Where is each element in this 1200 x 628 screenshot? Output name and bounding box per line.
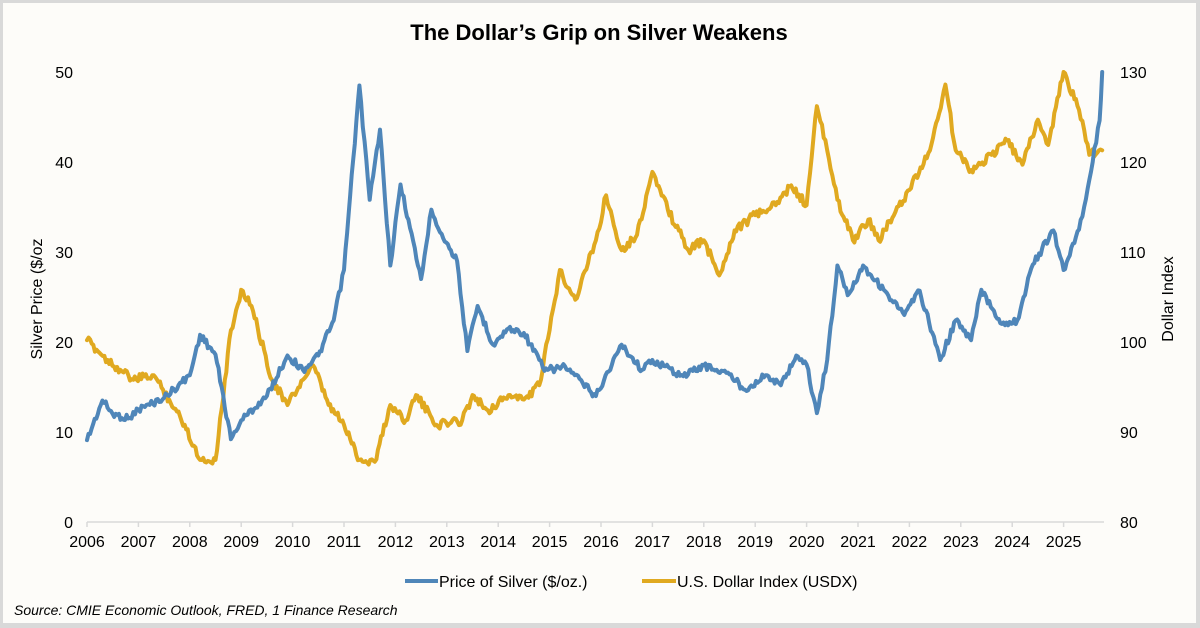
x-tick-label: 2016 [583, 534, 619, 551]
y-tick-label: 10 [55, 425, 73, 442]
x-tick-label: 2010 [275, 534, 311, 551]
x-tick-label: 2019 [737, 534, 773, 551]
x-tick-label: 2015 [532, 534, 568, 551]
x-tick-label: 2007 [121, 534, 157, 551]
line-chart: The Dollar’s Grip on Silver Weakens 2006… [14, 20, 1177, 618]
source-note: Source: CMIE Economic Outlook, FRED, 1 F… [14, 602, 398, 618]
x-tick-label: 2011 [327, 534, 362, 551]
x-tick-label: 2023 [943, 534, 979, 551]
x-axis: 2006 2007 2008 2009 2010 2011 2012 2013 2014 2015… [69, 521, 1104, 551]
x-tick-label: 2014 [480, 534, 516, 551]
x-tick-label: 2020 [789, 534, 825, 551]
x-tick-label: 2013 [429, 534, 465, 551]
x-tick-label: 2021 [840, 534, 876, 551]
y2-tick-label: 90 [1120, 425, 1138, 442]
x-tick-label: 2017 [635, 534, 671, 551]
chart-title: The Dollar’s Grip on Silver Weakens [410, 20, 787, 45]
y-tick-label: 0 [64, 515, 73, 532]
legend: Price of Silver ($/oz.) U.S. Dollar Inde… [405, 574, 858, 591]
series-line-dollar-index [85, 70, 1105, 467]
y2-tick-label: 100 [1120, 335, 1147, 352]
y2-tick-label: 80 [1120, 515, 1138, 532]
y-tick-label: 30 [55, 245, 73, 262]
y2-tick-label: 110 [1120, 245, 1146, 262]
y2-tick-label: 130 [1120, 65, 1147, 82]
x-tick-label: 2018 [686, 534, 722, 551]
legend-label-silver: Price of Silver ($/oz.) [439, 574, 587, 591]
y2-axis-label: Dollar Index [1160, 256, 1177, 341]
y-axis-right: 80 90 100 110 120 130 [1120, 65, 1147, 532]
y-tick-label: 20 [55, 335, 73, 352]
x-tick-label: 2025 [1046, 534, 1082, 551]
chart-frame: The Dollar’s Grip on Silver Weakens 2006… [3, 3, 1196, 623]
x-tick-label: 2022 [892, 534, 928, 551]
series-line-silver [85, 70, 1105, 443]
x-tick-label: 2012 [378, 534, 414, 551]
series-lines [85, 70, 1105, 467]
x-tick-label: 2009 [223, 534, 259, 551]
x-tick-label: 2024 [994, 534, 1030, 551]
x-tick-label: 2006 [69, 534, 105, 551]
y-tick-label: 40 [55, 155, 73, 172]
legend-label-dollar: U.S. Dollar Index (USDX) [677, 574, 858, 591]
y-tick-label: 50 [55, 65, 73, 82]
y2-tick-label: 120 [1120, 155, 1147, 172]
y-axis-left: 0 10 20 30 40 50 [55, 65, 73, 532]
y-axis-label: Silver Price ($/oz [29, 239, 46, 360]
x-tick-label: 2008 [172, 534, 208, 551]
